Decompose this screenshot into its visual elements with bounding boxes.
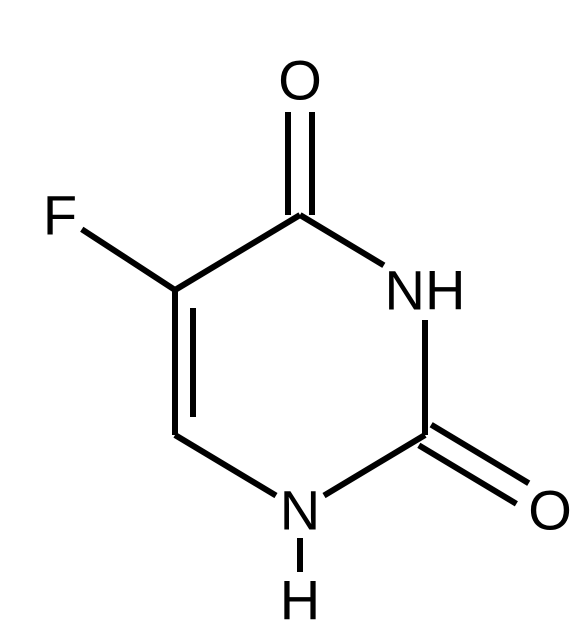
atom-label-f: F — [43, 184, 77, 247]
atom-label-o_right: O — [528, 479, 572, 542]
atoms-group: O NH O NH F — [43, 49, 572, 632]
molecule-diagram: O NH O NH F — [0, 0, 580, 640]
atom-label-o_top: O — [278, 49, 322, 112]
atom-label-h_bottom: H — [280, 569, 320, 632]
atom-label-n1: N — [280, 479, 320, 542]
atom-label-n3: NH — [385, 259, 466, 322]
